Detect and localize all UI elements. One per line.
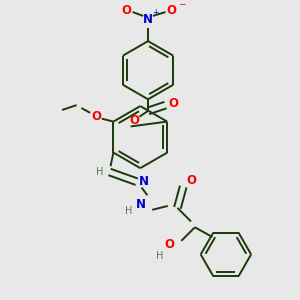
Text: N: N <box>143 13 153 26</box>
Text: O: O <box>168 97 178 110</box>
Text: O: O <box>186 174 196 187</box>
Text: O: O <box>122 4 132 16</box>
Text: H: H <box>125 206 133 216</box>
Text: O: O <box>91 110 101 123</box>
Text: O: O <box>166 4 176 16</box>
Text: H: H <box>96 167 103 177</box>
Text: N: N <box>136 199 146 212</box>
Text: O: O <box>165 238 175 251</box>
Text: N: N <box>139 175 148 188</box>
Text: O: O <box>130 114 140 127</box>
Text: +: + <box>153 8 159 16</box>
Text: −: − <box>178 0 186 8</box>
Text: H: H <box>156 251 164 261</box>
